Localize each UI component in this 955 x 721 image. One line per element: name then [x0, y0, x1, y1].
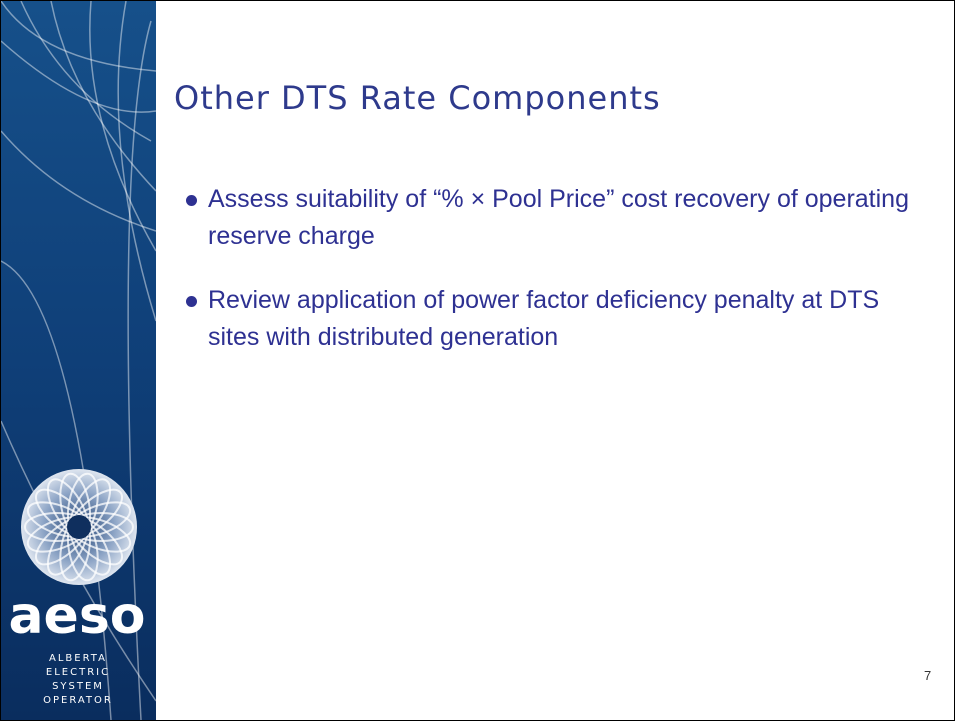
bullet-list: Assess suitability of “% × Pool Price” c…: [186, 181, 926, 383]
sidebar: aeso ALBERTA ELECTRIC SYSTEM OPERATOR: [1, 1, 156, 720]
logo-text: aeso: [8, 586, 145, 646]
logo-subtitle: ALBERTA: [49, 653, 107, 664]
bullet-item: Assess suitability of “% × Pool Price” c…: [186, 181, 926, 255]
logo-subtitle: ELECTRIC: [46, 667, 110, 678]
logo-subtitle: OPERATOR: [43, 695, 113, 706]
slide: aeso ALBERTA ELECTRIC SYSTEM OPERATOR Ot…: [0, 0, 955, 721]
bullet-item: Review application of power factor defic…: [186, 282, 926, 356]
bullet-text: Review application of power factor defic…: [208, 286, 879, 351]
bullet-dot: [186, 296, 197, 307]
slide-title: Other DTS Rate Components: [174, 79, 661, 117]
page-number: 7: [924, 668, 931, 683]
logo-swirl: [21, 469, 137, 585]
bullet-text: Assess suitability of “% × Pool Price” c…: [208, 185, 909, 250]
logo-subtitle: SYSTEM: [52, 681, 104, 692]
bullet-dot: [186, 195, 197, 206]
